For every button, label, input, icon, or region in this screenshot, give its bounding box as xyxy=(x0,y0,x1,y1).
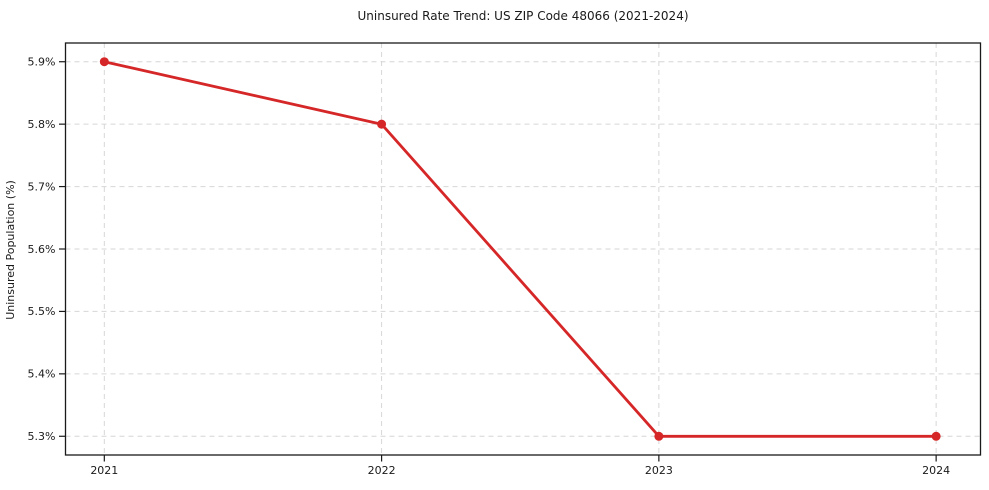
y-tick-label: 5.4% xyxy=(28,368,56,381)
y-tick-label: 5.5% xyxy=(28,305,56,318)
y-tick-label: 5.3% xyxy=(28,430,56,443)
chart-title: Uninsured Rate Trend: US ZIP Code 48066 … xyxy=(357,9,688,23)
axis-ticks xyxy=(59,61,937,462)
x-tick-label: 2024 xyxy=(922,464,950,477)
y-axis-label: Uninsured Population (%) xyxy=(4,180,17,320)
x-tick-label: 2021 xyxy=(90,464,118,477)
data-point-marker xyxy=(99,57,109,67)
y-tick-label: 5.8% xyxy=(28,118,56,131)
tick-labels: 5.3% 5.4% 5.5% 5.6% 5.7% 5.8% 5.9% 2021 2022 2023… xyxy=(28,56,951,477)
x-tick-label: 2023 xyxy=(645,464,673,477)
data-point-marker xyxy=(377,119,387,129)
data-point-marker xyxy=(931,431,941,441)
x-tick-label: 2022 xyxy=(368,464,396,477)
series-line xyxy=(102,60,938,438)
y-tick-label: 5.7% xyxy=(28,180,56,193)
y-tick-label: 5.6% xyxy=(28,243,56,256)
data-point-marker xyxy=(654,431,664,441)
y-tick-label: 5.9% xyxy=(28,56,56,69)
gridlines xyxy=(65,43,981,455)
plot-area: 5.3% 5.4% 5.5% 5.6% 5.7% 5.8% 5.9% 2021 2022 2023… xyxy=(28,42,982,477)
